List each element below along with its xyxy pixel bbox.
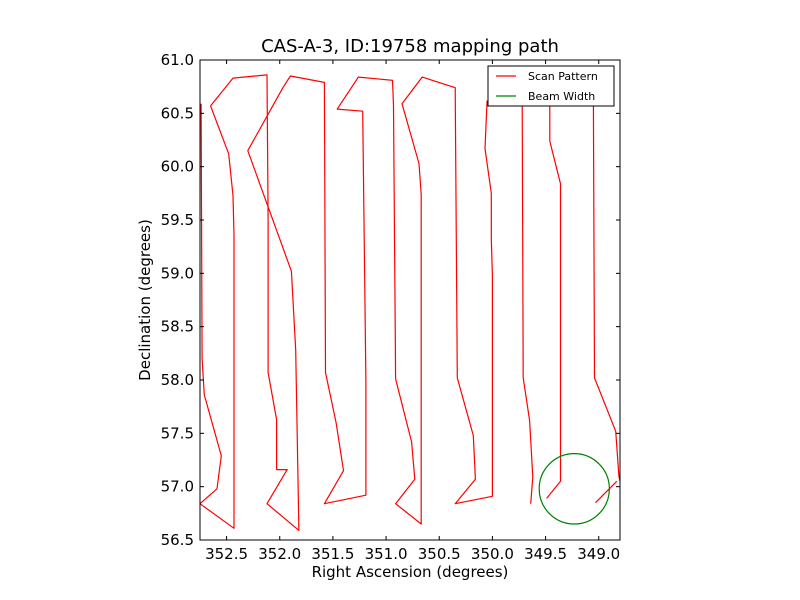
x-tick-label: 352.5 — [205, 545, 248, 563]
y-tick-label: 57.5 — [161, 424, 194, 442]
x-tick-label: 349.5 — [524, 545, 567, 563]
y-tick-label: 60.5 — [161, 104, 194, 122]
scan-pattern-line-0 — [199, 74, 493, 532]
y-tick-label: 58.0 — [161, 371, 194, 389]
y-tick-label: 60.0 — [161, 158, 194, 176]
legend-box — [487, 65, 615, 107]
x-tick-label: 351.5 — [311, 545, 354, 563]
y-tick-label: 59.5 — [161, 211, 194, 229]
y-tick-label: 59.0 — [161, 264, 194, 282]
x-tick-label: 350.5 — [418, 545, 461, 563]
chart-title: CAS-A-3, ID:19758 mapping path — [261, 36, 559, 57]
y-tick-label: 56.5 — [161, 531, 194, 549]
x-axis: 352.5 352.0 351.5 351.0 350.5 350.0 349.5 349.0 — [205, 60, 620, 563]
y-axis-title: Declination (degrees) — [136, 219, 154, 381]
x-tick-label: 350.0 — [471, 545, 514, 563]
x-tick-label: 352.0 — [258, 545, 301, 563]
x-tick-label: 349.0 — [577, 545, 620, 563]
y-tick-label: 61.0 — [161, 51, 194, 69]
legend-label-beam-width: Beam Width — [528, 90, 595, 103]
legend: Scan Pattern Beam Width — [487, 65, 615, 107]
plot-frame — [199, 59, 621, 541]
y-tick-label: 58.5 — [161, 318, 194, 336]
legend-label-scan-pattern: Scan Pattern — [528, 70, 598, 83]
x-tick-label: 351.0 — [365, 545, 408, 563]
y-tick-label: 57.0 — [161, 478, 194, 496]
scan-pattern-line-4 — [595, 480, 618, 504]
chart-title-group: CAS-A-3, ID:19758 mapping path — [261, 36, 559, 57]
beam-width-circle — [538, 452, 610, 525]
x-axis-title: Right Ascension (degrees) — [312, 563, 509, 581]
y-axis: 56.5 57.0 57.5 58.0 58.5 59.0 59.5 60.0 60.5 61.0 — [161, 51, 620, 549]
series-layer — [199, 74, 621, 532]
scan-pattern-line-2 — [546, 105, 562, 499]
scan-pattern-line-1 — [521, 102, 534, 504]
scan-pattern-line-3 — [592, 101, 621, 482]
